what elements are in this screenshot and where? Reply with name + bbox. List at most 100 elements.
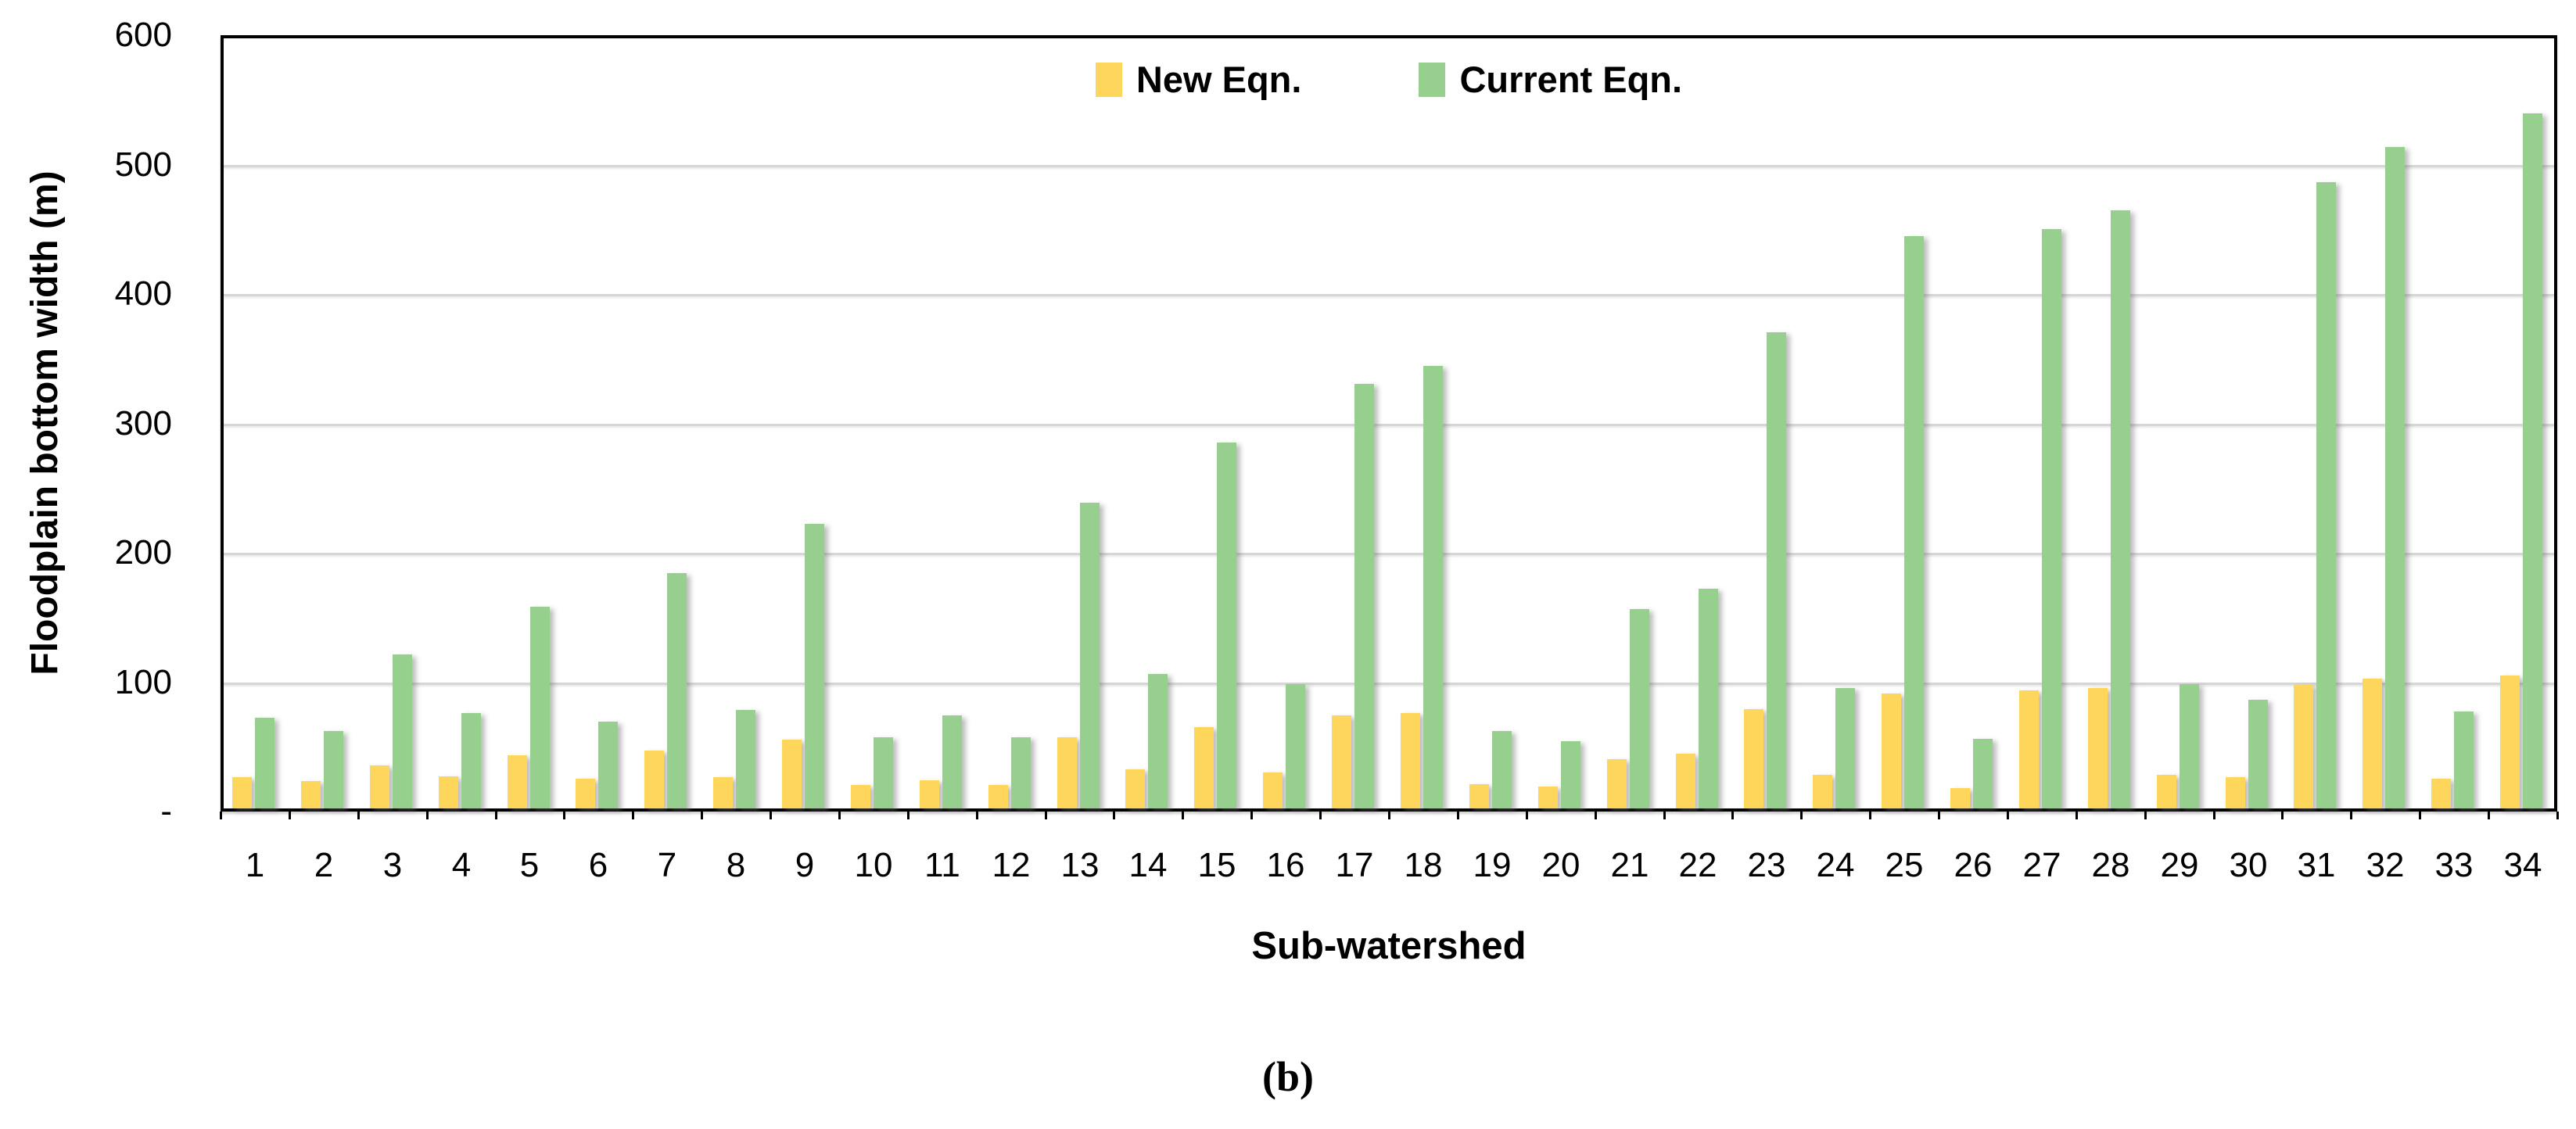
gridline-500 [224, 164, 2554, 167]
x-axis-tick [1045, 812, 1047, 819]
bar-current-eqn-32 [2385, 147, 2405, 808]
x-tick-label-3: 3 [382, 846, 403, 884]
x-tick-label-22: 22 [1678, 846, 1717, 884]
gridline-100 [224, 682, 2554, 685]
x-tick-label-14: 14 [1128, 846, 1168, 884]
x-axis-tick [357, 812, 360, 819]
gridline-300 [224, 423, 2554, 426]
x-tick-label-20: 20 [1541, 846, 1580, 884]
bar-new-eqn-9 [782, 740, 802, 808]
x-axis-tick [838, 812, 841, 819]
bar-new-eqn-32 [2363, 679, 2382, 808]
bar-new-eqn-3 [370, 765, 389, 808]
x-tick-label-1: 1 [245, 846, 265, 884]
x-tick-label-8: 8 [726, 846, 746, 884]
bar-new-eqn-12 [988, 785, 1008, 808]
bar-current-eqn-5 [530, 607, 550, 808]
bar-current-eqn-17 [1354, 384, 1374, 808]
x-axis-tick [1182, 812, 1184, 819]
bar-new-eqn-13 [1057, 737, 1077, 808]
x-tick-label-6: 6 [588, 846, 608, 884]
gridline-400 [224, 294, 2554, 296]
y-tick-label-400: 400 [114, 274, 172, 313]
bar-current-eqn-34 [2523, 113, 2542, 808]
bar-current-eqn-6 [598, 722, 618, 808]
x-tick-label-21: 21 [1610, 846, 1649, 884]
x-axis-tick [563, 812, 565, 819]
x-axis-tick [426, 812, 429, 819]
x-axis-tick [2213, 812, 2215, 819]
legend-label-new-eqn: New Eqn. [1136, 59, 1302, 100]
x-axis-tick [2281, 812, 2284, 819]
bar-new-eqn-26 [1950, 788, 1970, 808]
figure-caption: (b) [1262, 1053, 1314, 1100]
bar-current-eqn-18 [1423, 366, 1443, 808]
x-tick-label-32: 32 [2366, 846, 2405, 884]
legend-label-current-eqn: Current Eqn. [1459, 59, 1683, 100]
bar-current-eqn-4 [461, 713, 481, 808]
x-tick-label-10: 10 [854, 846, 893, 884]
bar-current-eqn-13 [1080, 503, 1100, 808]
x-tick-label-28: 28 [2091, 846, 2130, 884]
bar-current-eqn-11 [942, 715, 962, 808]
bar-current-eqn-16 [1286, 684, 1305, 808]
bar-new-eqn-30 [2226, 777, 2245, 808]
bar-new-eqn-10 [851, 785, 870, 808]
bar-new-eqn-33 [2431, 779, 2451, 808]
x-axis-tick [1319, 812, 1322, 819]
bar-new-eqn-20 [1538, 787, 1558, 808]
bar-new-eqn-31 [2294, 684, 2313, 808]
y-tick-label-200: 200 [114, 533, 172, 572]
bar-new-eqn-7 [644, 751, 664, 808]
x-tick-label-26: 26 [1954, 846, 1993, 884]
legend-item-current-eqn: Current Eqn. [1419, 61, 1682, 98]
bar-current-eqn-33 [2454, 711, 2474, 808]
y-tick-label-100: 100 [114, 663, 172, 701]
legend-item-new-eqn: New Eqn. [1095, 59, 1302, 100]
bar-current-eqn-12 [1011, 737, 1031, 808]
bar-current-eqn-21 [1630, 609, 1649, 808]
bar-new-eqn-34 [2500, 676, 2520, 808]
bar-current-eqn-7 [667, 573, 687, 808]
bar-new-eqn-14 [1125, 769, 1145, 808]
bar-current-eqn-31 [2316, 182, 2336, 808]
x-axis-tick [495, 812, 497, 819]
x-tick-label-19: 19 [1473, 846, 1512, 884]
x-axis-tick [220, 812, 222, 819]
bar-new-eqn-4 [439, 776, 458, 808]
bar-new-eqn-27 [2019, 690, 2039, 808]
bar-current-eqn-23 [1767, 332, 1786, 808]
x-axis-tick [632, 812, 634, 819]
bar-current-eqn-22 [1699, 589, 1718, 808]
x-axis-tick [770, 812, 772, 819]
x-tick-label-33: 33 [2434, 846, 2474, 884]
bar-new-eqn-19 [1469, 784, 1489, 808]
x-tick-label-2: 2 [314, 846, 334, 884]
x-axis-tick [289, 812, 291, 819]
x-axis-tick [2144, 812, 2147, 819]
x-axis-tick [2007, 812, 2009, 819]
x-tick-label-15: 15 [1197, 846, 1236, 884]
legend-swatch-current-eqn [1419, 62, 1446, 97]
bar-new-eqn-2 [301, 781, 321, 808]
x-tick-label-5: 5 [519, 846, 540, 884]
x-axis-tick [1388, 812, 1390, 819]
y-tick-label-500: 500 [114, 145, 172, 184]
plot-area [221, 35, 2557, 812]
bar-current-eqn-1 [255, 718, 274, 808]
y-tick-label-300: 300 [114, 404, 172, 443]
bar-current-eqn-2 [324, 731, 343, 808]
bar-new-eqn-23 [1744, 709, 1763, 808]
x-axis-tick [976, 812, 978, 819]
y-tick-label--: - [160, 792, 172, 830]
bar-current-eqn-30 [2248, 700, 2268, 808]
bar-current-eqn-28 [2111, 210, 2130, 808]
bar-new-eqn-22 [1676, 754, 1695, 808]
bar-current-eqn-14 [1148, 674, 1168, 808]
bar-new-eqn-25 [1882, 694, 1901, 808]
gridline-200 [224, 553, 2554, 555]
bar-new-eqn-16 [1263, 772, 1283, 808]
x-axis-tick [2488, 812, 2490, 819]
x-axis-tick [1869, 812, 1871, 819]
x-tick-label-31: 31 [2297, 846, 2336, 884]
